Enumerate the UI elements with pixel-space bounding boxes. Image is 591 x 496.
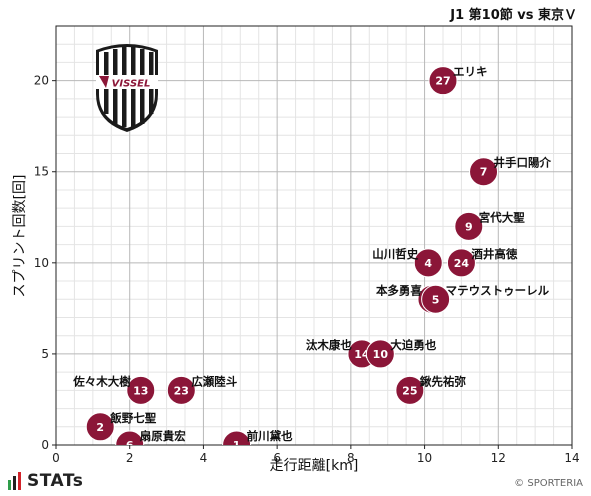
y-axis-ticks: 0 5 10 15 20 [34,74,56,452]
y-tick-label: 10 [34,256,49,270]
player-number: 6 [126,439,134,452]
player-name-label: 本多勇喜 [376,283,422,297]
y-tick-label: 5 [41,347,49,361]
player-marker [428,66,458,96]
data-points: 27794241551410251323261 [85,66,499,452]
stats-brand-logo: STATs [8,470,83,492]
player-number: 2 [96,421,104,434]
player-number: 24 [454,257,470,270]
player-number: 13 [133,384,148,397]
y-tick-label: 20 [34,74,49,88]
x-tick-label: 6 [273,451,281,465]
player-number: 27 [435,75,450,88]
player-name-label: 大迫勇也 [390,338,436,352]
x-tick-label: 8 [347,451,355,465]
x-tick-label: 12 [491,451,506,465]
x-axis-label: 走行距離[km] [270,457,359,474]
player-name-label: 井手口陽介 [494,156,552,170]
player-number: 5 [432,293,440,306]
player-number: 4 [424,257,432,270]
player-marker [115,430,145,445]
player-marker [395,375,425,405]
player-name-label: 佐々木大樹 [72,374,131,388]
player-name-label: 汰木康也 [306,338,352,352]
chart-title: J1 第10節 vs 東京Ｖ [450,8,577,23]
plot-frame [55,25,573,446]
player-name-label: 前川黛也 [247,429,293,443]
x-tick-label: 10 [417,451,432,465]
player-name-label: 鍬先祐弥 [420,374,466,388]
y-tick-label: 0 [41,438,49,452]
crest-text: VISSEL [112,79,151,90]
player-marker [446,248,476,278]
x-tick-label: 4 [200,451,208,465]
player-name-label: 酒井高徳 [471,247,517,261]
player-number: 25 [402,384,417,397]
player-number: 1 [233,439,241,452]
vissel-crest-icon: VISSEL [96,44,158,132]
player-marker [421,284,451,314]
player-name-label: 広瀬陸斗 [191,374,237,388]
player-marker [85,412,115,442]
player-number: 9 [465,220,473,233]
x-tick-label: 0 [52,451,60,465]
x-tick-label: 2 [126,451,134,465]
player-name-label: 扇原貴宏 [140,429,186,443]
brand-text: STATs [27,471,84,491]
player-number: 10 [373,348,389,361]
player-marker [413,248,443,278]
stats-bars-icon [8,472,21,490]
player-marker [469,157,499,187]
player-marker [222,430,252,445]
y-tick-label: 15 [34,165,49,179]
y-axis-label: スプリント回数[回] [12,175,28,298]
player-marker [166,375,196,405]
player-name-label: 飯野七聖 [109,411,156,425]
player-number: 7 [480,166,488,179]
player-name-label: 山川哲史 [372,247,418,261]
player-number: 14 [354,348,370,361]
copyright-credit: © SPORTERIA [514,478,583,489]
x-tick-label: 14 [564,451,579,465]
minor-gridlines [56,25,572,445]
player-number: 23 [174,384,189,397]
player-name-label: マテウストゥーレル [446,283,550,297]
player-marker [126,375,156,405]
player-name-label: 宮代大聖 [479,210,525,224]
player-marker [454,211,484,241]
x-axis-ticks: 0 2 4 6 8 10 12 14 [52,445,580,465]
player-name-label: エリキ [453,65,488,79]
player-marker [365,339,395,369]
